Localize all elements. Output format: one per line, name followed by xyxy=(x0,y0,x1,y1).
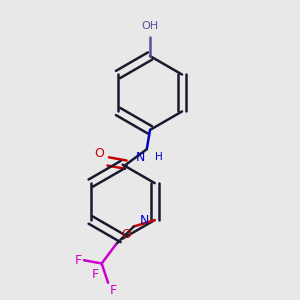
Text: F: F xyxy=(74,254,81,267)
Text: F: F xyxy=(110,284,117,297)
Text: OH: OH xyxy=(141,21,159,31)
Text: H: H xyxy=(155,152,163,162)
Text: O: O xyxy=(122,228,131,241)
Text: O: O xyxy=(94,147,104,160)
Text: N: N xyxy=(136,151,145,164)
Text: N: N xyxy=(140,214,149,227)
Text: F: F xyxy=(91,268,98,281)
